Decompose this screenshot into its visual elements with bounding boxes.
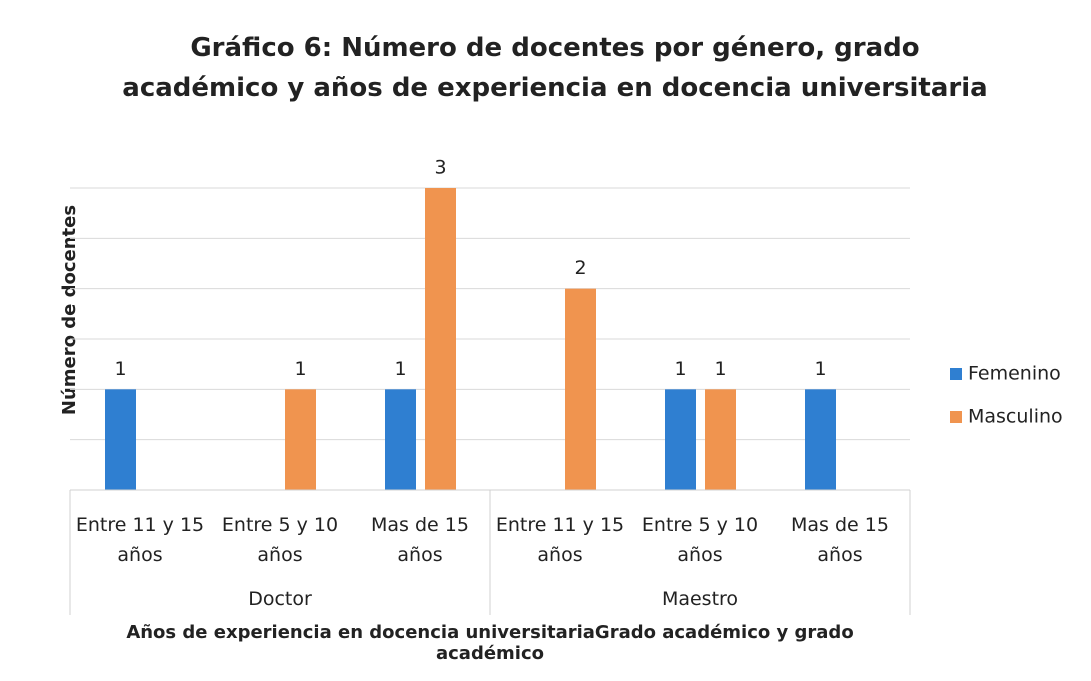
bar xyxy=(105,389,136,490)
bar xyxy=(385,389,416,490)
legend-swatch xyxy=(950,368,962,380)
x-tick-label: Mas de 15 años xyxy=(791,514,889,566)
bar xyxy=(805,389,836,490)
x-tick-label: Entre 11 y 15 años xyxy=(495,514,625,566)
y-axis-title: Número de docentes xyxy=(59,205,80,415)
x-tick-label: Entre 5 y 10 años xyxy=(221,514,339,566)
x-tick-label: Mas de 15 años xyxy=(371,514,469,566)
x-tick-label: Entre 11 y 15 años xyxy=(75,514,205,566)
bar xyxy=(705,389,736,490)
data-label: 3 xyxy=(434,157,446,179)
bar xyxy=(425,188,456,490)
group-label: Doctor xyxy=(248,588,312,610)
legend-label: Femenino xyxy=(968,363,1061,385)
data-label: 1 xyxy=(814,358,826,380)
data-label: 1 xyxy=(394,358,406,380)
data-label: 1 xyxy=(294,358,306,380)
legend-swatch xyxy=(950,411,962,423)
bar xyxy=(665,389,696,490)
legend-label: Masculino xyxy=(968,406,1063,428)
group-label: Maestro xyxy=(661,588,739,610)
data-label: 1 xyxy=(114,358,126,380)
data-label: 1 xyxy=(714,358,726,380)
data-label: 1 xyxy=(674,358,686,380)
x-tick-label: Entre 5 y 10 años xyxy=(641,514,759,566)
data-label: 2 xyxy=(574,257,586,279)
chart-title: Gráfico 6: Número de docentes por género… xyxy=(122,33,988,103)
bar xyxy=(285,389,316,490)
x-axis-title: Años de experiencia en docencia universi… xyxy=(126,622,854,664)
bar xyxy=(565,288,596,490)
